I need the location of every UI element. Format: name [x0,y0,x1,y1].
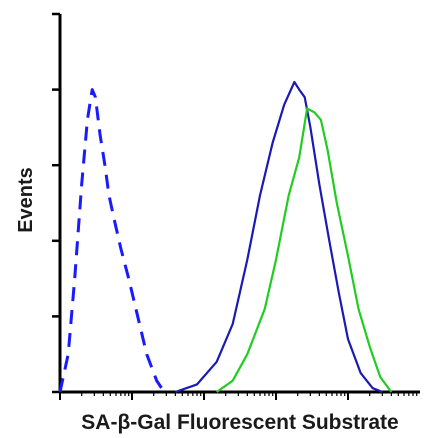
axes [52,12,420,400]
series-line-1 [58,88,166,393]
series-line-3 [216,107,393,393]
x-axis-label: SA-β-Gal Fluorescent Substrate [81,411,398,434]
x-axis-ticks [59,392,418,400]
y-axis-ticks [52,12,60,394]
series-layer [58,80,393,394]
y-axis-label: Events [15,167,37,233]
series-line-2 [174,80,383,394]
